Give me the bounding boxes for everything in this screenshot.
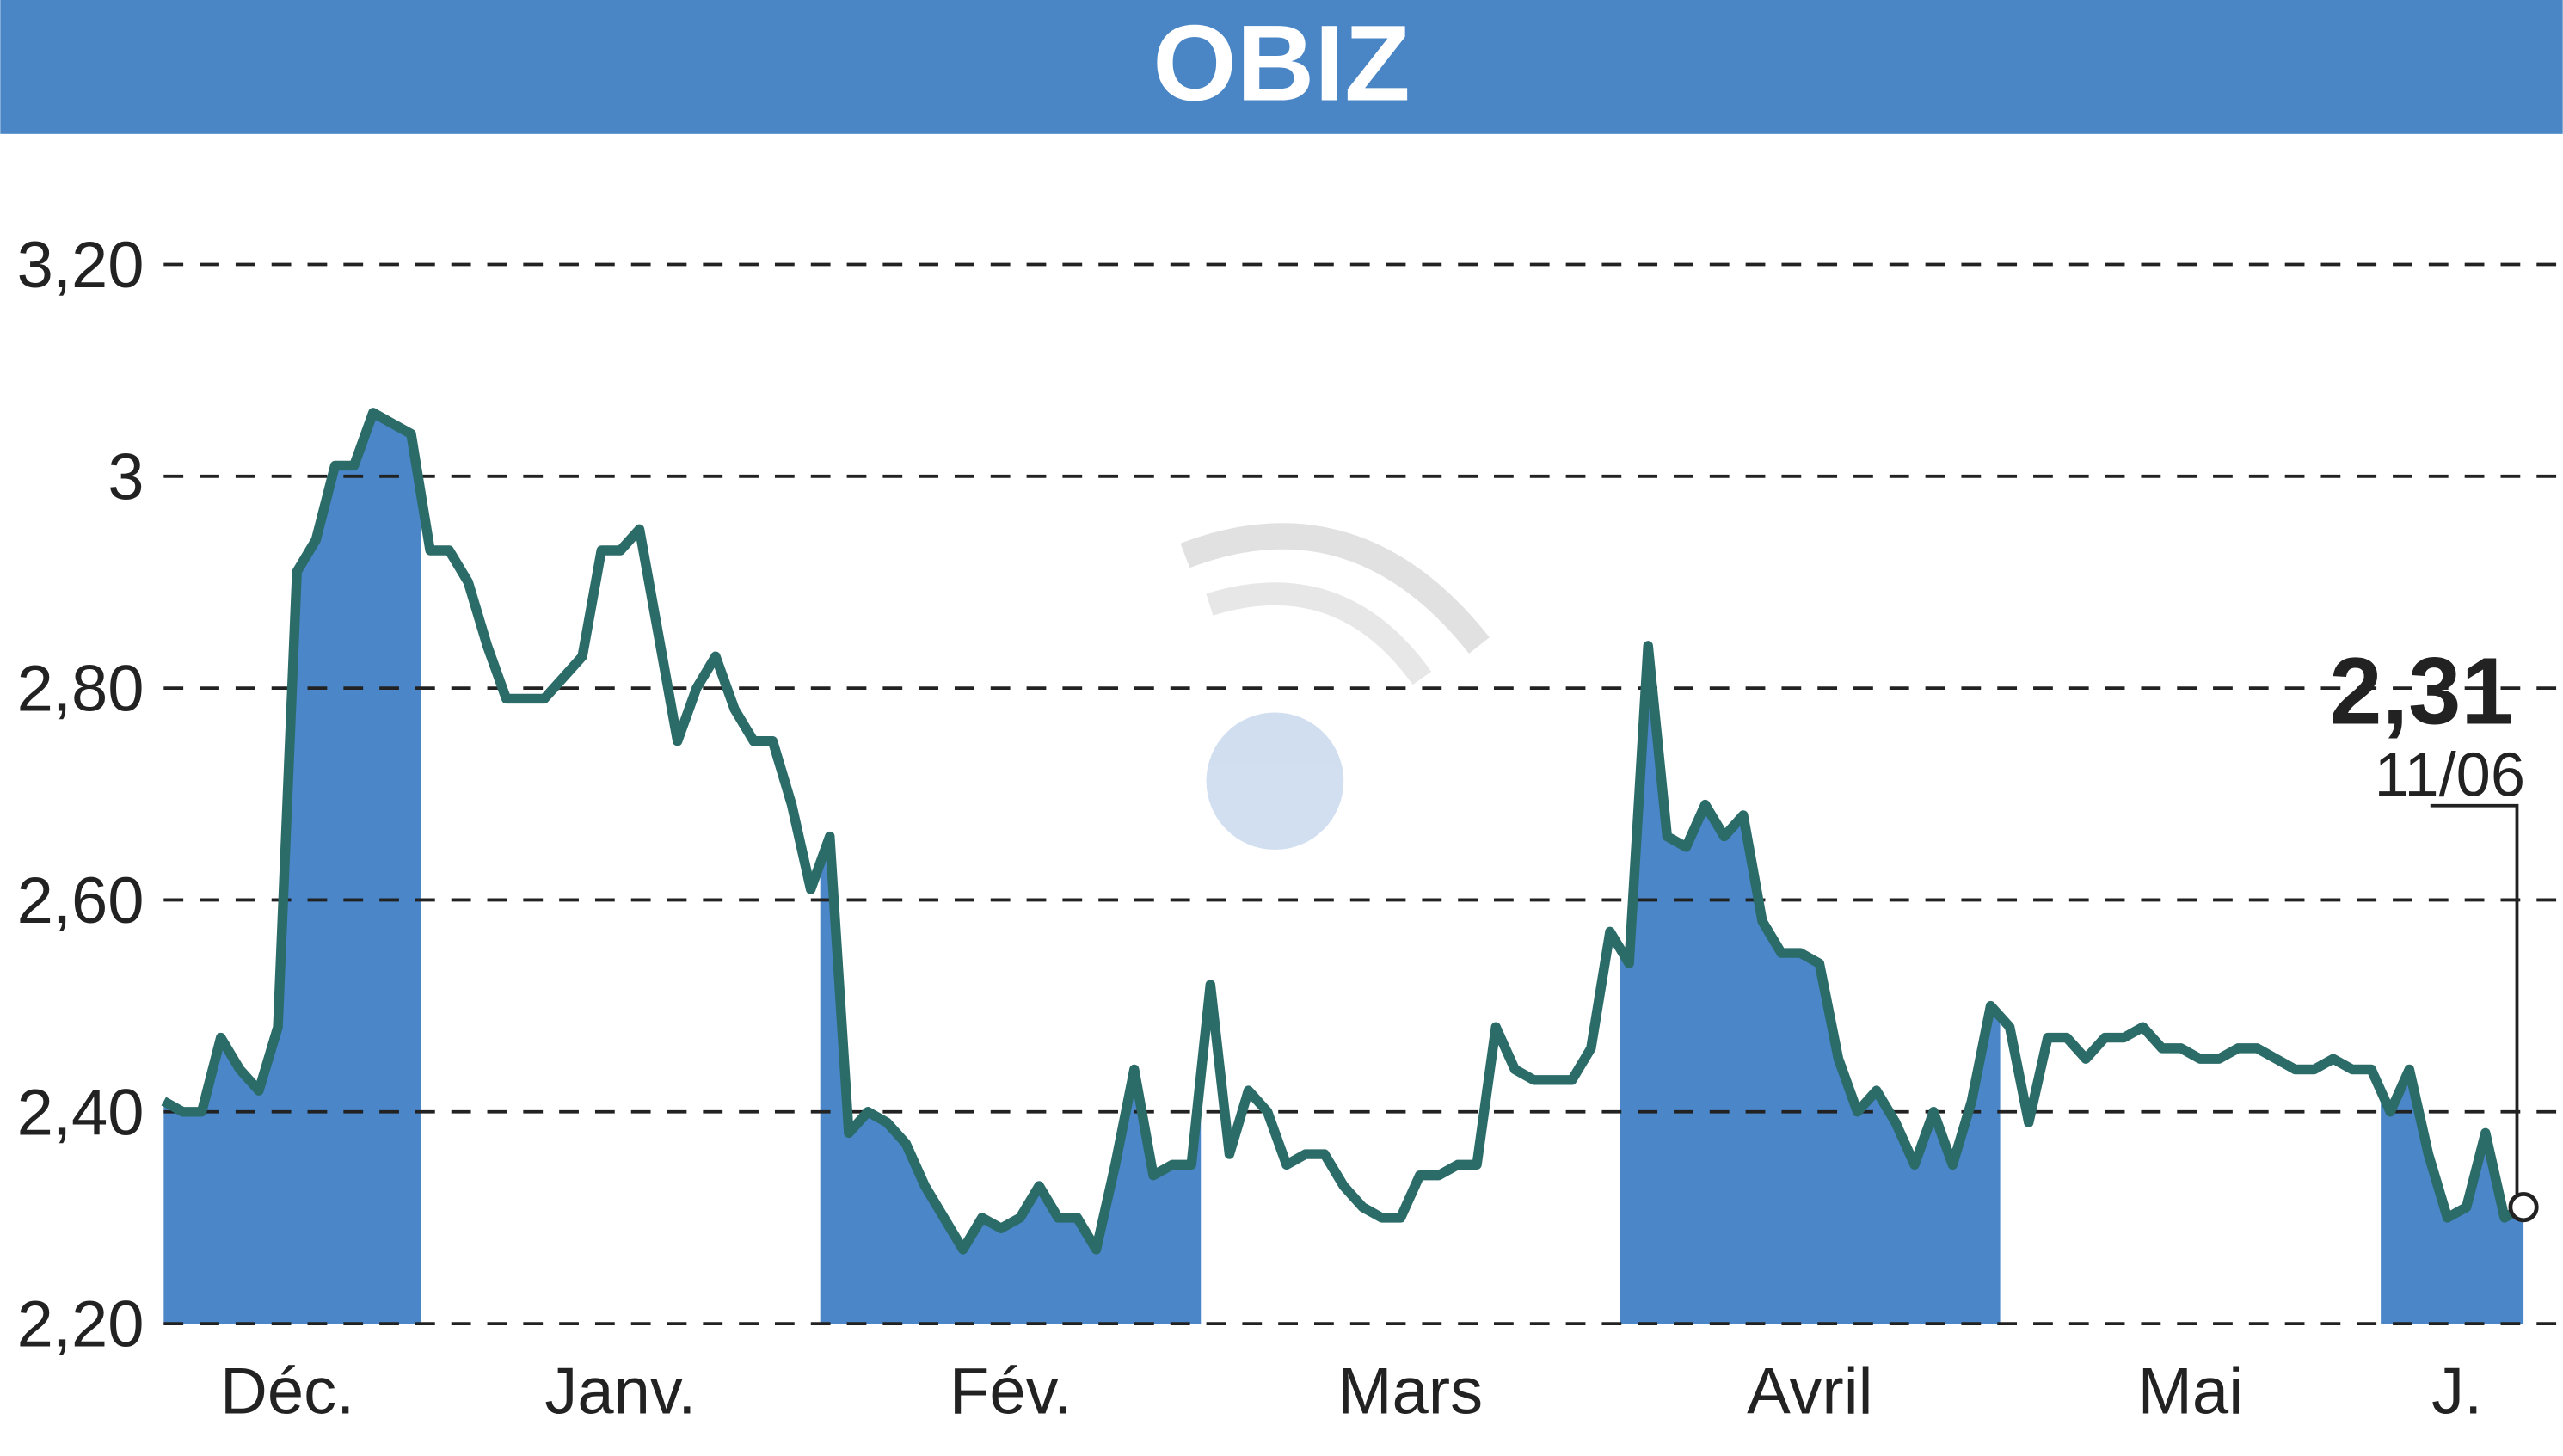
x-tick-label: Fév. xyxy=(950,1355,1072,1428)
x-tick-label: Mars xyxy=(1337,1355,1483,1428)
last-date: 11/06 xyxy=(2375,740,2525,809)
y-tick-label: 3,20 xyxy=(17,229,144,302)
last-point xyxy=(2508,1192,2539,1223)
leader-line xyxy=(2430,803,2519,1207)
price-line xyxy=(161,408,2526,1255)
y-tick-label: 2,40 xyxy=(17,1076,144,1149)
header-bar xyxy=(0,0,2563,134)
x-tick-label: Avril xyxy=(1747,1355,1872,1428)
y-tick-label: 3 xyxy=(108,440,144,513)
x-tick-label: Déc. xyxy=(220,1355,354,1428)
chart-title: OBIZ xyxy=(1152,3,1411,124)
y-tick-label: 2,20 xyxy=(17,1288,144,1361)
y-tick-label: 2,80 xyxy=(17,653,144,726)
x-tick-label: J. xyxy=(2431,1355,2482,1428)
y-tick-label: 2,60 xyxy=(17,864,144,937)
last-value: 2,31 xyxy=(2329,639,2513,745)
month-area xyxy=(820,836,1202,1324)
watermark xyxy=(1180,523,1490,851)
month-area xyxy=(163,412,421,1324)
month-area xyxy=(1620,645,2001,1324)
x-tick-label: Mai xyxy=(2138,1355,2243,1428)
month-area xyxy=(2381,1069,2524,1324)
x-tick-label: Janv. xyxy=(544,1355,696,1428)
